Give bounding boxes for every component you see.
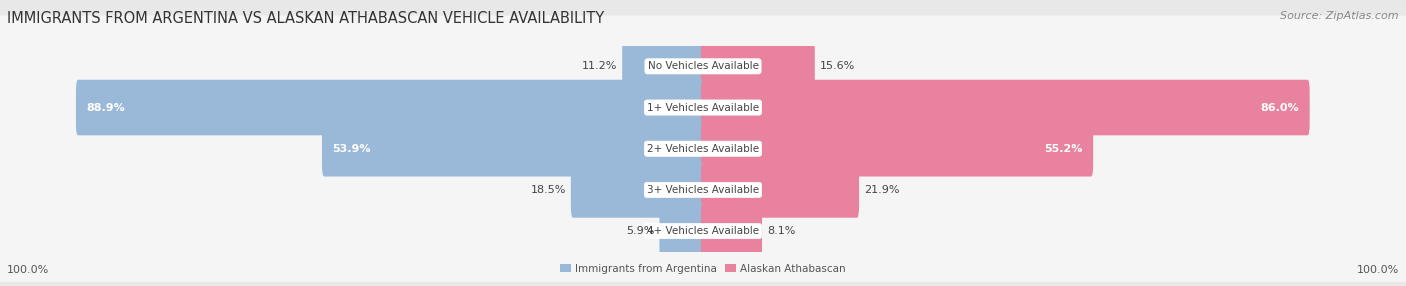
Legend: Immigrants from Argentina, Alaskan Athabascan: Immigrants from Argentina, Alaskan Athab… — [557, 260, 849, 278]
Text: Source: ZipAtlas.com: Source: ZipAtlas.com — [1281, 11, 1399, 21]
FancyBboxPatch shape — [0, 180, 1406, 282]
FancyBboxPatch shape — [700, 39, 815, 94]
FancyBboxPatch shape — [621, 39, 706, 94]
Text: 100.0%: 100.0% — [1357, 265, 1399, 275]
Text: 86.0%: 86.0% — [1261, 103, 1299, 112]
FancyBboxPatch shape — [0, 57, 1406, 158]
FancyBboxPatch shape — [322, 121, 706, 176]
Text: 15.6%: 15.6% — [820, 61, 855, 71]
FancyBboxPatch shape — [700, 80, 1309, 135]
Text: 21.9%: 21.9% — [863, 185, 900, 195]
Text: 3+ Vehicles Available: 3+ Vehicles Available — [647, 185, 759, 195]
FancyBboxPatch shape — [700, 121, 1094, 176]
FancyBboxPatch shape — [659, 203, 706, 259]
FancyBboxPatch shape — [0, 15, 1406, 117]
Text: 100.0%: 100.0% — [7, 265, 49, 275]
Text: 11.2%: 11.2% — [582, 61, 617, 71]
FancyBboxPatch shape — [700, 203, 762, 259]
Text: 1+ Vehicles Available: 1+ Vehicles Available — [647, 103, 759, 112]
Text: No Vehicles Available: No Vehicles Available — [648, 61, 758, 71]
Text: 88.9%: 88.9% — [86, 103, 125, 112]
Text: 2+ Vehicles Available: 2+ Vehicles Available — [647, 144, 759, 154]
Text: 4+ Vehicles Available: 4+ Vehicles Available — [647, 226, 759, 236]
Text: IMMIGRANTS FROM ARGENTINA VS ALASKAN ATHABASCAN VEHICLE AVAILABILITY: IMMIGRANTS FROM ARGENTINA VS ALASKAN ATH… — [7, 11, 605, 26]
Text: 55.2%: 55.2% — [1045, 144, 1083, 154]
FancyBboxPatch shape — [0, 139, 1406, 241]
FancyBboxPatch shape — [700, 162, 859, 218]
Text: 5.9%: 5.9% — [626, 226, 654, 236]
FancyBboxPatch shape — [76, 80, 704, 135]
FancyBboxPatch shape — [571, 162, 706, 218]
Text: 53.9%: 53.9% — [333, 144, 371, 154]
FancyBboxPatch shape — [0, 98, 1406, 200]
Text: 18.5%: 18.5% — [530, 185, 565, 195]
Text: 8.1%: 8.1% — [768, 226, 796, 236]
